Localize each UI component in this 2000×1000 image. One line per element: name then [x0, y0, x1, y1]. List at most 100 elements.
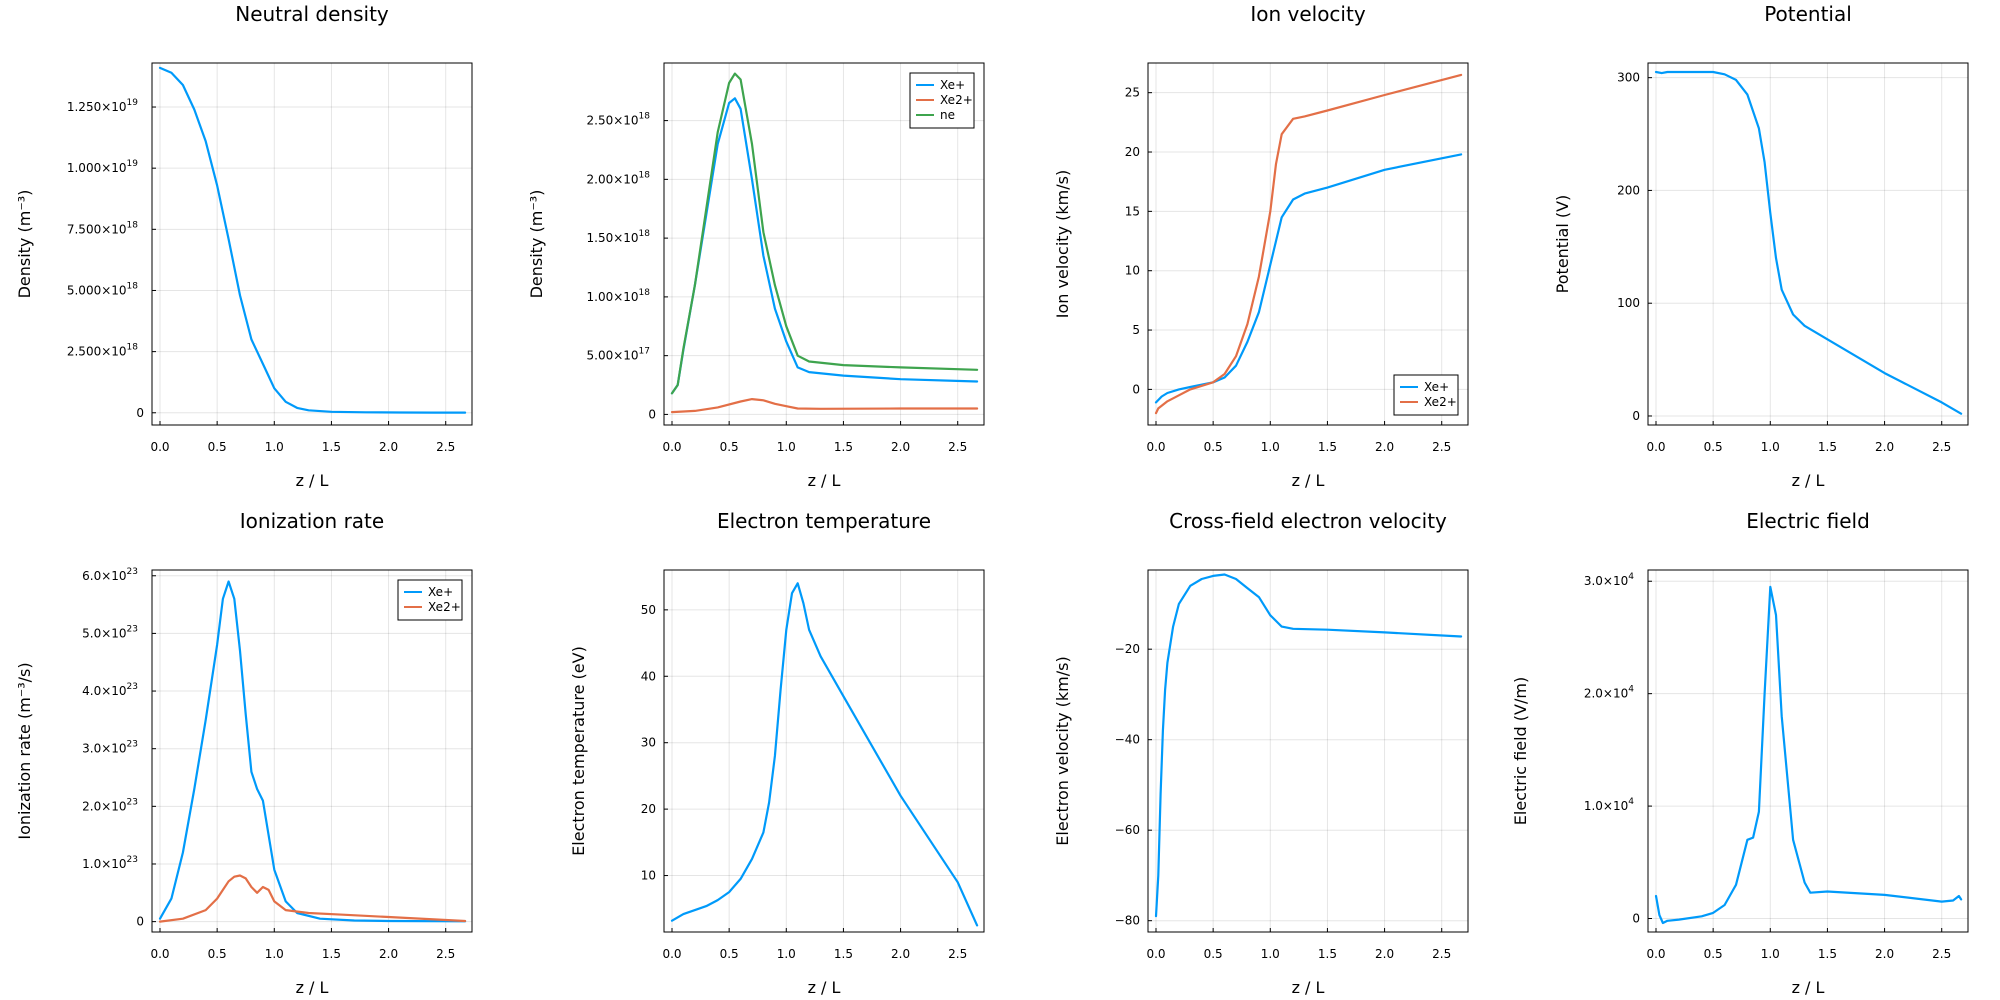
- y-tick-label: 4.0×1023: [82, 682, 138, 698]
- y-axis-label: Ion velocity (km/s): [1053, 170, 1072, 318]
- y-tick-label: 6.0×1023: [82, 567, 138, 583]
- x-axis-label: z / L: [1292, 471, 1325, 490]
- x-tick-label: 0.5: [1204, 947, 1223, 961]
- x-tick-label: 1.0: [1261, 947, 1280, 961]
- y-tick-label: 0: [136, 406, 144, 420]
- series-line-Xe+: [1154, 153, 1463, 404]
- x-tick-label: 0.5: [1204, 440, 1223, 454]
- y-tick-label: 0: [136, 915, 144, 929]
- plot-frame: [663, 569, 985, 933]
- legend: Xe+Xe2+: [397, 579, 463, 621]
- legend-box: [397, 579, 463, 621]
- y-tick-label: 7.500×1018: [67, 220, 138, 236]
- chart-4: 0.0 0.5 1.0 1.5 2.0 2.5 0 100 200 300 Potential z /…: [1553, 2, 1969, 490]
- y-tick-label: 5.000×1018: [67, 281, 138, 297]
- plot-frame: [1647, 569, 1969, 933]
- plot-frame: [151, 62, 473, 426]
- series-line-Te: [670, 582, 979, 927]
- y-tick-label: 2.500×1018: [67, 343, 138, 359]
- y-tick-label: 1.00×1018: [587, 288, 651, 304]
- legend: Xe+Xe2+: [1393, 374, 1459, 416]
- x-tick-label: 1.0: [1261, 440, 1280, 454]
- y-tick-label: 30: [641, 736, 656, 750]
- x-tick-label: 2.0: [891, 947, 910, 961]
- legend-entry: ne: [940, 108, 955, 122]
- legend: Xe+Xe2+ne: [909, 72, 975, 129]
- x-tick-label: 2.5: [436, 440, 455, 454]
- y-tick-label: 100: [1617, 296, 1640, 310]
- series-line-Xe2+: [1154, 73, 1463, 415]
- x-tick-label: 2.5: [948, 947, 967, 961]
- x-tick-label: 0.0: [662, 440, 681, 454]
- x-tick-label: 2.5: [1432, 440, 1451, 454]
- x-tick-label: 0.5: [208, 440, 227, 454]
- y-tick-label: 0: [1632, 409, 1640, 423]
- y-tick-label: 3.0×104: [1584, 572, 1634, 588]
- chart-8: 0.0 0.5 1.0 1.5 2.0 2.5 0 1.0×104 2.0×104 3.0×104…: [1511, 509, 1969, 997]
- x-tick-label: 0.0: [662, 947, 681, 961]
- y-tick-label: 300: [1617, 71, 1640, 85]
- x-tick-label: 0.5: [720, 440, 739, 454]
- y-tick-label: −60: [1115, 823, 1140, 837]
- x-tick-label: 2.5: [1932, 947, 1951, 961]
- x-tick-label: 2.5: [948, 440, 967, 454]
- x-tick-label: 0.5: [208, 947, 227, 961]
- series-line-n: [158, 66, 467, 414]
- y-tick-label: 50: [641, 603, 656, 617]
- x-tick-label: 1.5: [322, 947, 341, 961]
- x-tick-label: 2.0: [1375, 947, 1394, 961]
- x-tick-label: 2.5: [436, 947, 455, 961]
- y-tick-label: 1.0×104: [1584, 797, 1634, 813]
- chart-title: Ionization rate: [240, 509, 384, 533]
- x-axis-label: z / L: [1792, 471, 1825, 490]
- x-tick-label: 2.0: [1375, 440, 1394, 454]
- chart-6: 0.0 0.5 1.0 1.5 2.0 2.5 10 20 30 40 50 Electron tem…: [569, 509, 985, 997]
- legend-entry: Xe+: [1424, 380, 1449, 394]
- series-line-ne: [670, 72, 979, 395]
- series-line-V: [1654, 70, 1963, 415]
- y-axis-label: Density (m⁻³): [15, 190, 34, 299]
- series-line-E: [1654, 585, 1963, 925]
- legend-entry: Xe2+: [1424, 395, 1457, 409]
- x-axis-label: z / L: [808, 978, 841, 997]
- y-tick-label: 20: [641, 802, 656, 816]
- x-tick-label: 2.5: [1432, 947, 1451, 961]
- x-tick-label: 0.0: [150, 947, 169, 961]
- x-tick-label: 1.0: [1761, 440, 1780, 454]
- y-tick-label: 20: [1125, 145, 1140, 159]
- x-tick-label: 1.5: [834, 947, 853, 961]
- x-axis-label: z / L: [296, 978, 329, 997]
- y-tick-label: 10: [1125, 264, 1140, 278]
- x-tick-label: 1.0: [265, 440, 284, 454]
- legend-entry: Xe+: [428, 585, 453, 599]
- chart-title: Electron temperature: [717, 509, 931, 533]
- y-tick-label: 40: [641, 669, 656, 683]
- y-tick-label: 2.00×1018: [587, 170, 651, 186]
- plot-frame: [1147, 62, 1469, 426]
- y-tick-label: −20: [1115, 642, 1140, 656]
- chart-title: Ion velocity: [1250, 2, 1365, 26]
- y-tick-label: 0: [1132, 382, 1140, 396]
- x-tick-label: 2.0: [1875, 947, 1894, 961]
- y-tick-label: 2.50×1018: [587, 112, 651, 128]
- x-tick-label: 2.0: [1875, 440, 1894, 454]
- plot-frame: [1647, 62, 1969, 426]
- x-tick-label: 1.0: [777, 440, 796, 454]
- chart-3: 0.0 0.5 1.0 1.5 2.0 2.5 0 5 10 15 20 25 Ion velocity…: [1053, 2, 1469, 490]
- y-tick-label: 1.0×1023: [82, 855, 138, 871]
- y-tick-label: 2.0×1023: [82, 797, 138, 813]
- x-tick-label: 0.0: [1646, 947, 1665, 961]
- y-tick-label: 10: [641, 869, 656, 883]
- legend-entry: Xe+: [940, 78, 965, 92]
- y-axis-label: Electron velocity (km/s): [1053, 656, 1072, 845]
- x-tick-label: 2.5: [1932, 440, 1951, 454]
- x-tick-label: 2.0: [379, 947, 398, 961]
- x-tick-label: 1.5: [834, 440, 853, 454]
- x-tick-label: 1.5: [1318, 440, 1337, 454]
- y-tick-label: 0: [1632, 912, 1640, 926]
- y-tick-label: 1.000×1019: [67, 159, 138, 175]
- x-tick-label: 0.5: [1704, 440, 1723, 454]
- chart-title: Electric field: [1746, 509, 1870, 533]
- y-tick-label: 5.00×1017: [587, 347, 651, 363]
